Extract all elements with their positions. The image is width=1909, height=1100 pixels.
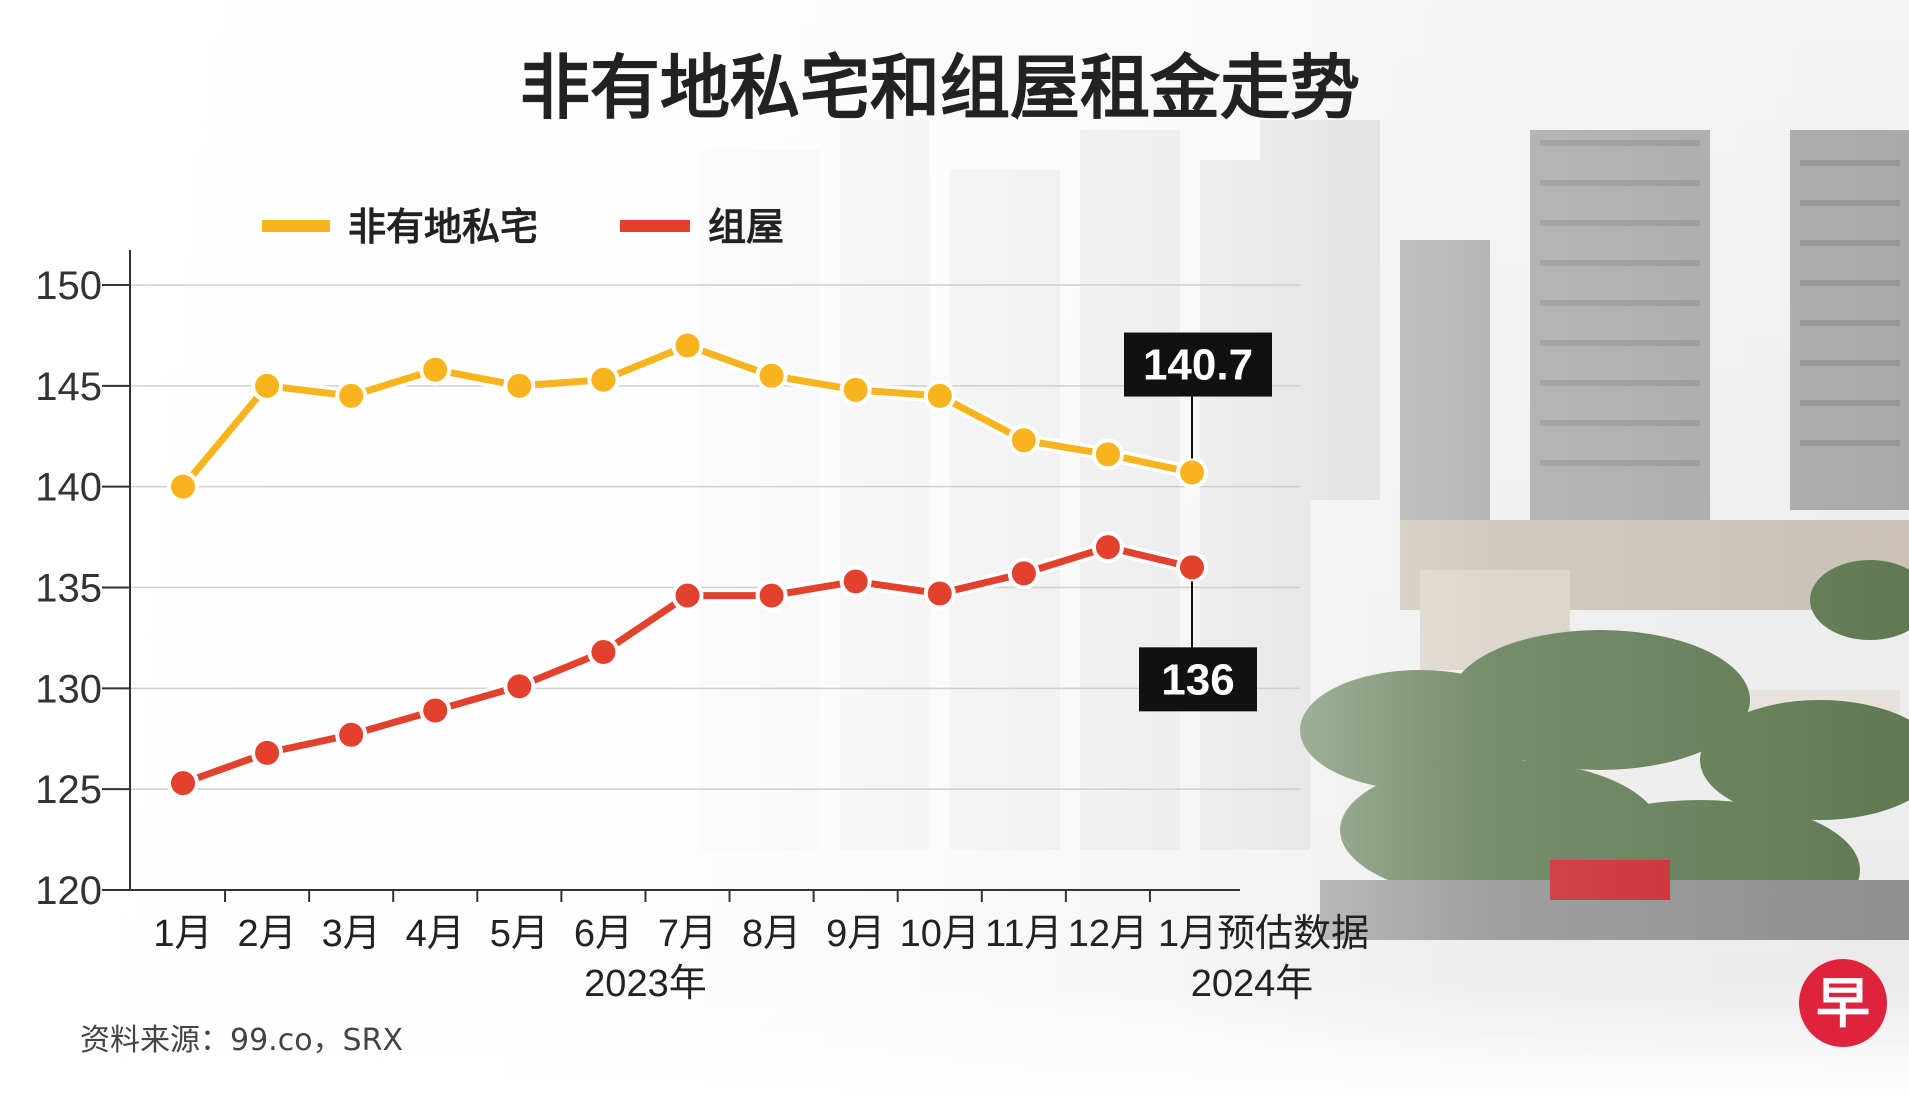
callout-box — [1124, 332, 1272, 397]
data-point — [503, 369, 536, 402]
callout-label: 140.7 — [1143, 341, 1253, 390]
data-point — [839, 565, 872, 598]
data-point — [923, 379, 956, 412]
series-private — [167, 329, 1208, 503]
axes — [129, 250, 1240, 891]
x-tick-label: 11月 — [985, 913, 1062, 955]
data-point — [419, 694, 452, 727]
x-tick-label: 8月 — [742, 913, 801, 955]
data-point — [1091, 531, 1124, 564]
x-tick-label: 7月 — [658, 913, 717, 955]
x-year-label: 2024年 — [1191, 963, 1314, 1005]
legend: 非有地私宅 组屋 — [262, 205, 784, 249]
data-point — [1007, 557, 1040, 590]
data-point — [923, 577, 956, 610]
data-point — [335, 379, 368, 412]
series-hdb — [167, 531, 1208, 800]
x-tick-label: 1月 — [153, 913, 212, 955]
y-axis-ticks: 150 145 140 135 130 125 120 — [35, 264, 130, 913]
callout-label: 136 — [1161, 655, 1234, 704]
y-tick-label: 125 — [35, 768, 102, 812]
x-tick-label: 4月 — [406, 913, 465, 955]
data-point — [251, 736, 284, 769]
data-point — [755, 359, 788, 392]
x-tick-label: 1月预估数据 — [1158, 913, 1369, 955]
data-point — [503, 670, 536, 703]
x-tick-label: 3月 — [322, 913, 381, 955]
source-note: 资料来源：99.co，SRX — [80, 1023, 403, 1058]
data-point — [587, 363, 620, 396]
x-tick-label: 2月 — [238, 913, 297, 955]
data-point — [335, 718, 368, 751]
y-tick-label: 140 — [35, 466, 102, 510]
x-tick-label: 9月 — [826, 913, 885, 955]
data-point — [587, 636, 620, 669]
x-tick-label: 12月 — [1068, 913, 1148, 955]
y-tick-label: 120 — [35, 869, 102, 913]
data-point — [755, 579, 788, 612]
data-point — [251, 369, 284, 402]
gridlines — [130, 284, 1300, 790]
y-tick-label: 135 — [35, 567, 102, 611]
chart-title: 非有地私宅和组屋租金走势 — [520, 47, 1360, 129]
data-point — [671, 329, 704, 362]
logo-badge — [1799, 959, 1887, 1047]
zaobao-logo: 早 — [1799, 959, 1887, 1047]
value-callouts: 140.7 136 — [1124, 332, 1272, 712]
data-point — [419, 353, 452, 386]
y-tick-label: 130 — [35, 667, 102, 711]
x-year-label: 2023年 — [584, 963, 707, 1005]
logo-text: 早 — [1816, 972, 1870, 1035]
y-tick-label: 150 — [35, 264, 102, 308]
x-tick-label: 10月 — [900, 913, 980, 955]
x-tick-label: 6月 — [574, 913, 633, 955]
data-point — [167, 767, 199, 800]
data-point — [1091, 438, 1124, 471]
x-tick-label: 5月 — [490, 913, 549, 955]
data-point — [671, 579, 704, 612]
data-point — [167, 470, 199, 503]
data-point — [1007, 424, 1040, 457]
data-point — [1176, 551, 1208, 584]
callout-box — [1139, 647, 1257, 712]
legend-label-private: 非有地私宅 — [348, 205, 538, 249]
legend-label-hdb: 组屋 — [708, 205, 784, 249]
x-axis-ticks: 1月 2月 3月 4月 5月 6月 7月 8月 9月 10月 11月 12月 1月预估数据 2023年 20… — [153, 890, 1369, 1005]
y-tick-label: 145 — [35, 365, 102, 409]
data-point — [1176, 456, 1208, 489]
data-point — [839, 373, 872, 406]
series-lines — [167, 329, 1208, 800]
